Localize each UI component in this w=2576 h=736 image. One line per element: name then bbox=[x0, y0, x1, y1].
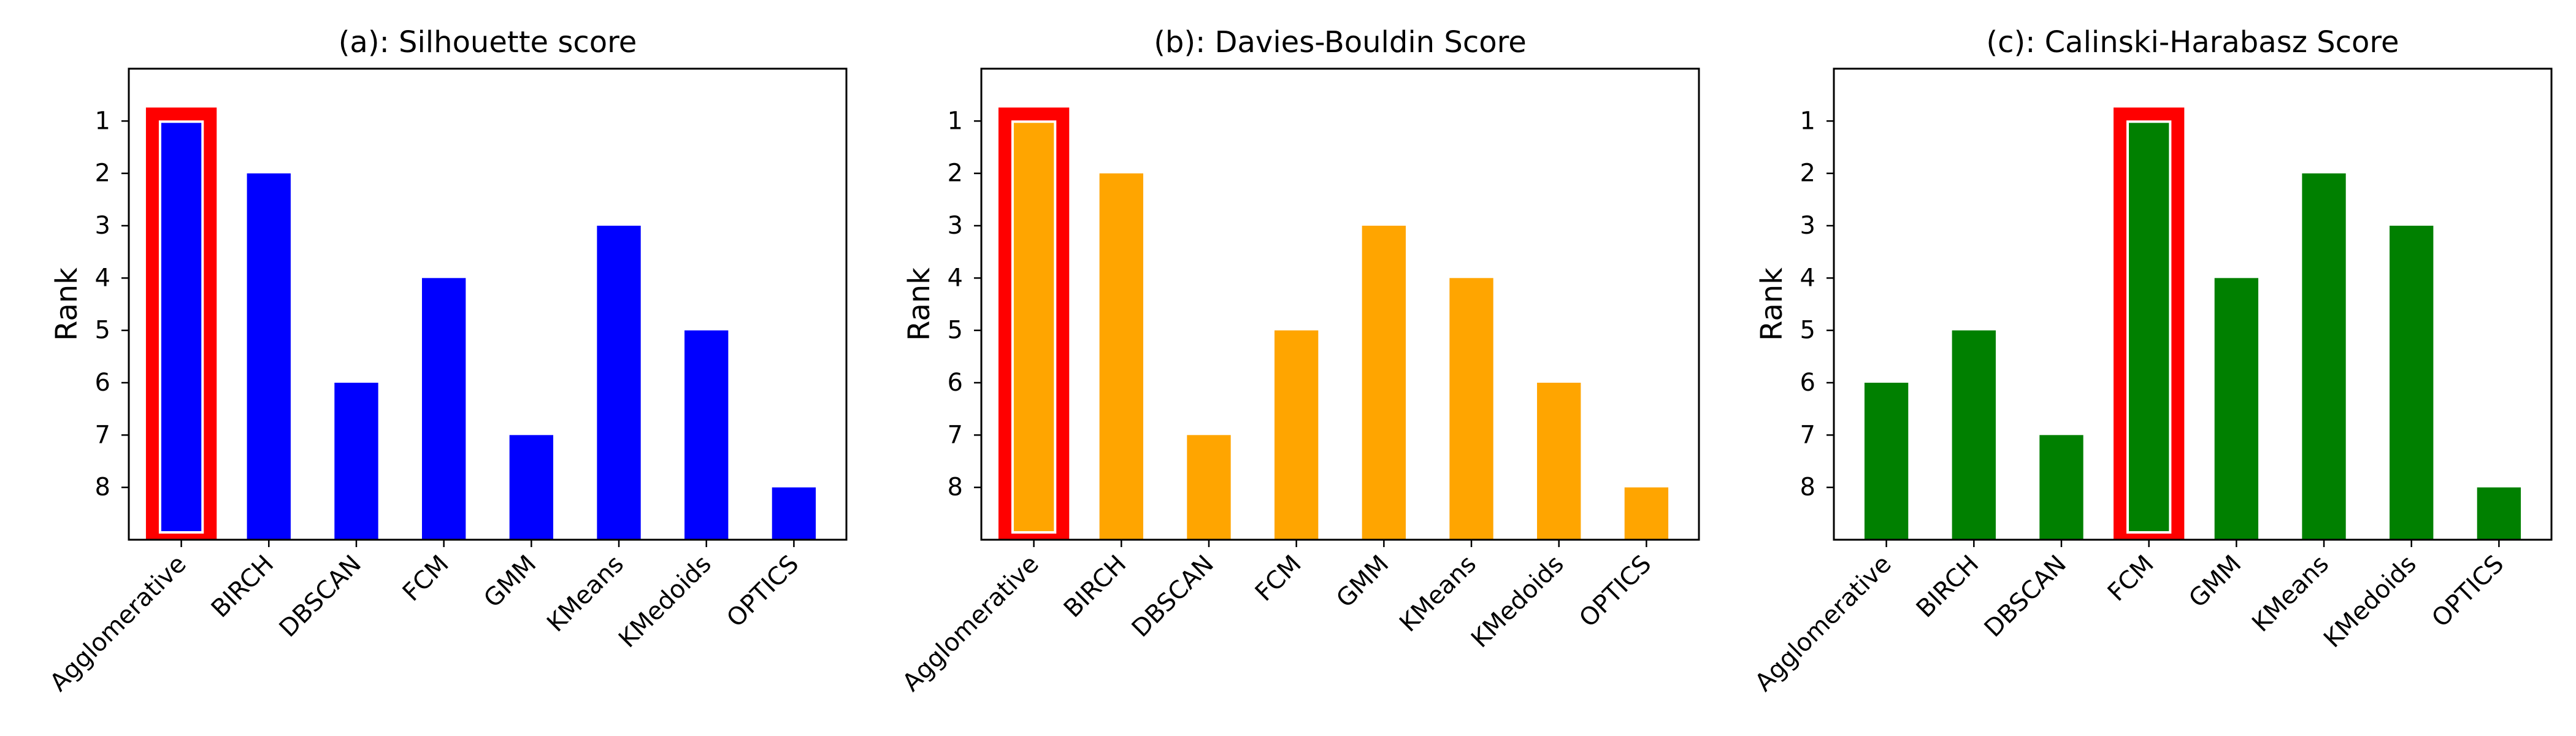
bar bbox=[2390, 226, 2434, 540]
y-axis-label: Rank bbox=[50, 267, 84, 341]
bar bbox=[597, 226, 641, 540]
bar bbox=[684, 330, 729, 540]
bar bbox=[1449, 278, 1493, 540]
y-tick-label: 6 bbox=[95, 369, 110, 397]
y-axis-label: Rank bbox=[1755, 267, 1789, 341]
y-tick-label: 7 bbox=[1800, 421, 1815, 449]
bar bbox=[334, 383, 378, 540]
bar bbox=[509, 435, 554, 540]
bar bbox=[1952, 330, 1996, 540]
plot-frame bbox=[1833, 67, 2553, 541]
y-tick-label: 3 bbox=[1800, 212, 1815, 240]
y-tick-label: 7 bbox=[948, 421, 963, 449]
bar bbox=[161, 123, 202, 532]
plot-frame bbox=[980, 67, 1700, 541]
y-tick-label: 2 bbox=[95, 159, 110, 188]
chart-title: (c): Calinski-Harabasz Score bbox=[1986, 25, 2399, 59]
bar bbox=[421, 278, 466, 540]
y-tick-label: 4 bbox=[948, 264, 963, 292]
y-tick-label: 4 bbox=[1800, 264, 1815, 292]
y-tick-label: 7 bbox=[95, 421, 110, 449]
y-tick-label: 1 bbox=[95, 107, 110, 135]
y-tick-label: 3 bbox=[95, 212, 110, 240]
bar bbox=[772, 487, 816, 540]
bar bbox=[1187, 435, 1231, 540]
y-tick-label: 5 bbox=[1800, 316, 1815, 345]
bar bbox=[2128, 123, 2169, 532]
y-tick-label: 8 bbox=[948, 473, 963, 502]
y-tick-label: 5 bbox=[95, 316, 110, 345]
bar bbox=[1013, 123, 1054, 532]
bar bbox=[2039, 435, 2083, 540]
bar bbox=[2477, 487, 2521, 540]
chart-title: (b): Davies-Bouldin Score bbox=[1154, 25, 1527, 59]
bar bbox=[247, 173, 291, 540]
y-tick-label: 8 bbox=[95, 473, 110, 502]
y-tick-label: 3 bbox=[948, 212, 963, 240]
y-tick-label: 2 bbox=[948, 159, 963, 188]
y-tick-label: 1 bbox=[1800, 107, 1815, 135]
bar bbox=[1362, 226, 1406, 540]
y-tick-label: 2 bbox=[1800, 159, 1815, 188]
bar bbox=[1864, 383, 1909, 540]
bar bbox=[1624, 487, 1669, 540]
plot-frame bbox=[128, 67, 848, 541]
y-tick-label: 6 bbox=[1800, 369, 1815, 397]
bar bbox=[1099, 173, 1143, 540]
bar bbox=[1274, 330, 1319, 540]
y-tick-label: 5 bbox=[948, 316, 963, 345]
chart-title: (a): Silhouette score bbox=[339, 25, 637, 59]
y-tick-label: 1 bbox=[948, 107, 963, 135]
y-tick-label: 8 bbox=[1800, 473, 1815, 502]
bar bbox=[2302, 173, 2346, 540]
y-tick-label: 6 bbox=[948, 369, 963, 397]
y-tick-label: 4 bbox=[95, 264, 110, 292]
bar bbox=[2214, 278, 2259, 540]
bar bbox=[1537, 383, 1581, 540]
y-axis-label: Rank bbox=[902, 267, 937, 341]
